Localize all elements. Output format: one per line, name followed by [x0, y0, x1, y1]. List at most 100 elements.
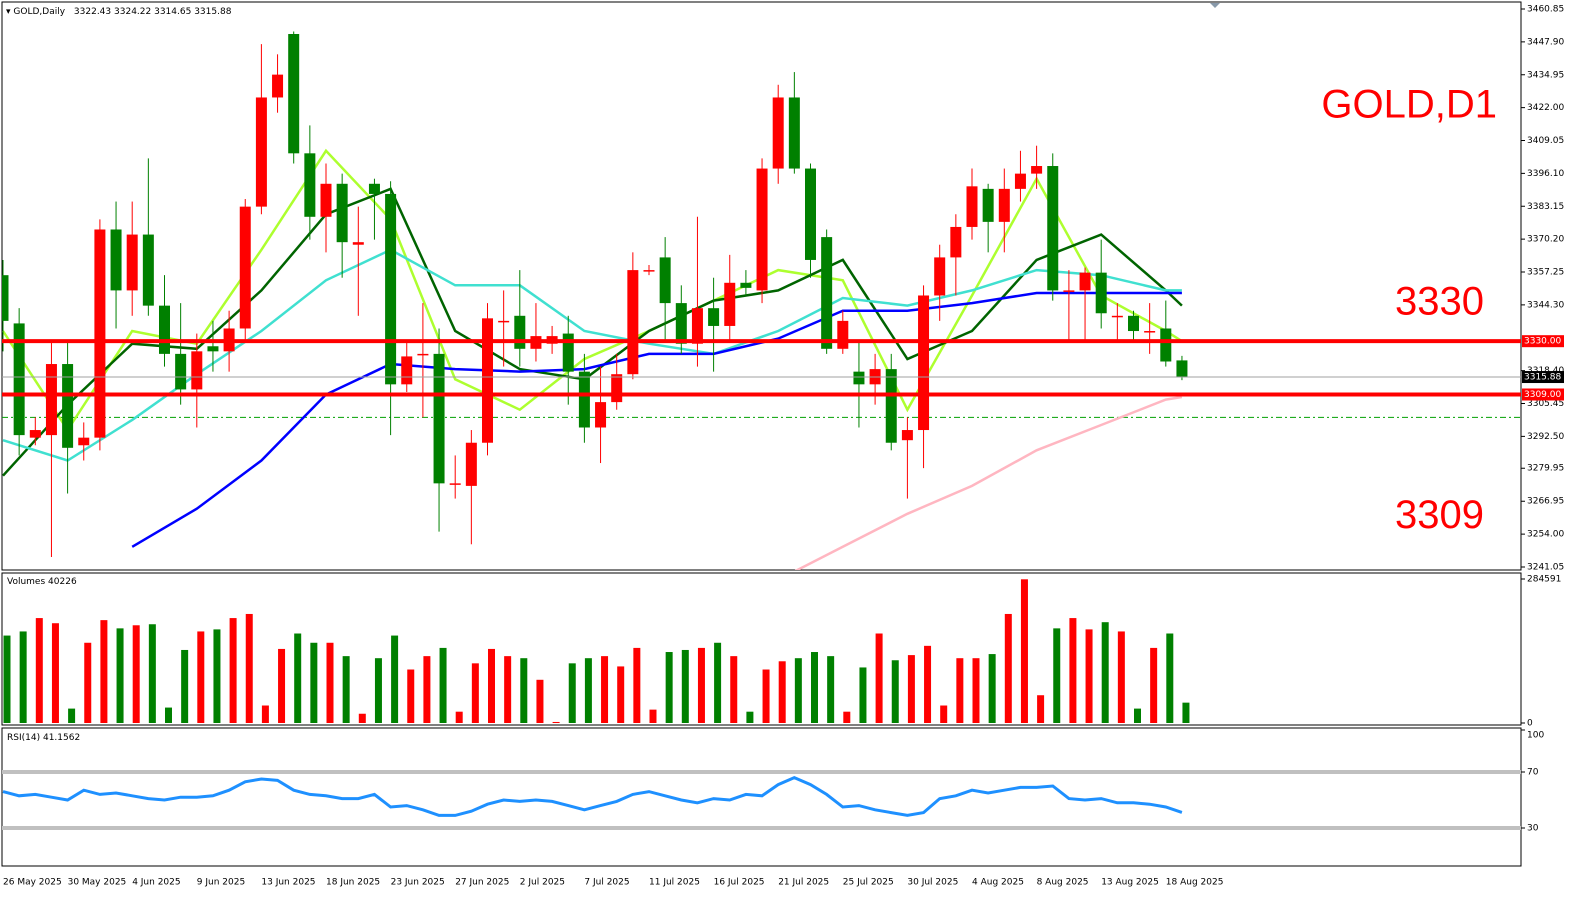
y-tick-label: 3370.20: [1527, 235, 1564, 245]
current-price-box: [1522, 371, 1564, 384]
candle-body: [401, 356, 413, 385]
volume-bar: [1117, 631, 1125, 723]
candle-body: [595, 402, 607, 428]
candle-body: [514, 315, 526, 349]
candle-body: [13, 323, 25, 436]
volume-bar: [1182, 702, 1190, 723]
volume-bar: [907, 655, 915, 723]
candle-body: [756, 168, 768, 291]
candle-body: [191, 351, 203, 390]
volume-bar: [261, 705, 269, 723]
level-price-label: 3309.00: [1524, 390, 1561, 400]
x-tick-label: 18 Aug 2025: [1166, 878, 1224, 888]
volume-bar: [3, 635, 11, 723]
volume-bar: [1069, 618, 1077, 723]
volume-bar: [407, 669, 415, 723]
candle-body: [659, 257, 671, 304]
volume-bar: [181, 649, 189, 723]
symbol-annotation: GOLD,D1: [1321, 83, 1497, 127]
candle-body: [304, 153, 316, 217]
y-tick-label: 3409.05: [1527, 136, 1564, 146]
x-tick-label: 13 Jun 2025: [261, 878, 315, 888]
candle-body: [627, 270, 639, 375]
volume-bar: [617, 666, 625, 723]
candle-body: [578, 371, 590, 428]
volume-bar: [278, 648, 286, 723]
volume-bar: [1150, 647, 1158, 723]
y-tick-label: 3344.30: [1527, 300, 1564, 310]
volume-bar: [633, 647, 641, 723]
volume-title: Volumes: [7, 577, 45, 587]
y-tick-label: 284591: [1527, 575, 1561, 585]
candle-body: [1047, 166, 1059, 291]
header-high: 3324.22: [114, 7, 151, 17]
x-tick-label: 8 Aug 2025: [1037, 878, 1089, 888]
candle-body: [724, 282, 736, 326]
y-tick-label: 3357.25: [1527, 268, 1564, 278]
candle-body: [78, 437, 90, 446]
candle-body: [320, 183, 332, 217]
volume-bar: [439, 647, 447, 723]
x-tick-label: 11 Jul 2025: [649, 878, 700, 888]
candle-body: [29, 430, 41, 438]
volume-bar: [455, 711, 463, 723]
current-price-label: 3315.88: [1524, 373, 1561, 383]
volume-last: 40226: [48, 577, 77, 587]
candle-body: [255, 97, 267, 207]
volume-bar: [762, 669, 770, 723]
volume-bar: [358, 713, 366, 723]
volume-bar: [148, 624, 156, 723]
volume-bar: [940, 705, 948, 723]
candle-body: [417, 353, 429, 356]
candle-body: [998, 188, 1010, 222]
y-tick-label: 3447.90: [1527, 37, 1564, 47]
x-tick-label: 27 Jun 2025: [455, 878, 509, 888]
candle-body: [982, 188, 994, 222]
volume-bar: [471, 663, 479, 723]
candle-body: [885, 369, 897, 443]
x-tick-label: 18 Jun 2025: [326, 878, 380, 888]
volume-bar: [391, 635, 399, 723]
candle-body: [288, 34, 300, 154]
rsi-last: 41.1562: [43, 733, 80, 743]
rsi-line: [2, 775, 1183, 817]
header-low: 3314.65: [154, 7, 191, 17]
candle-body: [708, 308, 720, 326]
candle-body: [239, 206, 251, 329]
symbol: GOLD,Daily: [13, 7, 65, 17]
volume-header: Volumes 40226: [7, 577, 77, 587]
y-tick-label: 3305.45: [1527, 399, 1564, 409]
candle-body: [1176, 360, 1188, 378]
volume-bar: [859, 667, 867, 723]
candle-body: [611, 374, 623, 403]
volume-bar: [697, 647, 705, 723]
volume-bar: [51, 623, 59, 723]
volume-bar: [568, 663, 576, 723]
volume-bar: [294, 633, 302, 723]
volume-bar: [665, 652, 673, 723]
candle-body: [2, 275, 9, 321]
y-tick-label: 3241.05: [1527, 563, 1564, 573]
chart-header: ▾ GOLD,Daily 3322.43 3324.22 3314.65 331…: [6, 7, 232, 17]
volume-bar: [1053, 628, 1061, 723]
menu-arrow: ▾: [6, 7, 11, 17]
candle-body: [1111, 315, 1123, 318]
candle-body: [950, 226, 962, 258]
candle-body: [449, 483, 461, 485]
x-tick-label: 7 Jul 2025: [584, 878, 629, 888]
axes: 3460.85 3447.90 3434.95 3422.00 3409.05 3396.…: [3, 5, 1564, 888]
volume-bar: [1166, 633, 1174, 723]
volume-bar: [1101, 622, 1109, 723]
volume-bar: [423, 656, 431, 723]
volume-bar: [601, 656, 609, 723]
volume-bar: [649, 709, 657, 723]
candle-body: [336, 183, 348, 243]
candle-body: [740, 282, 752, 288]
x-tick-label: 4 Aug 2025: [972, 878, 1024, 888]
candle-body: [837, 320, 849, 349]
volume-bar: [488, 648, 495, 723]
candle-body: [126, 234, 138, 291]
candle-body: [433, 353, 445, 484]
